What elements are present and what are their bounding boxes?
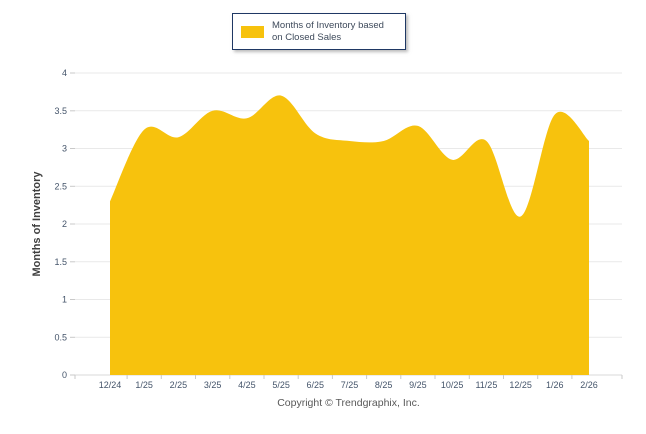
copyright-text: Copyright © Trendgraphix, Inc. bbox=[277, 397, 420, 409]
x-tick-label: 5/25 bbox=[272, 380, 290, 390]
y-tick-label: 1 bbox=[62, 295, 67, 305]
y-tick-label: 3.5 bbox=[54, 106, 67, 116]
y-tick-label: 1.5 bbox=[54, 257, 67, 267]
x-tick-label: 7/25 bbox=[341, 380, 359, 390]
y-tick-label: 4 bbox=[62, 68, 67, 78]
legend-label: Months of Inventory based on Closed Sale… bbox=[272, 20, 384, 43]
y-tick-label: 3 bbox=[62, 144, 67, 154]
x-tick-label: 12/25 bbox=[509, 380, 532, 390]
x-tick-label: 9/25 bbox=[409, 380, 427, 390]
x-tick-label: 1/25 bbox=[135, 380, 153, 390]
x-tick-label: 3/25 bbox=[204, 380, 222, 390]
legend: Months of Inventory based on Closed Sale… bbox=[232, 13, 406, 50]
y-tick-label: 2 bbox=[62, 219, 67, 229]
x-tick-label: 2/25 bbox=[170, 380, 188, 390]
x-tick-label: 6/25 bbox=[307, 380, 325, 390]
x-tick-label: 4/25 bbox=[238, 380, 256, 390]
x-tick-label: 2/26 bbox=[580, 380, 598, 390]
inventory-area-series bbox=[110, 95, 589, 376]
y-tick-label: 0.5 bbox=[54, 332, 67, 342]
x-tick-label: 10/25 bbox=[441, 380, 464, 390]
legend-swatch bbox=[241, 25, 264, 38]
x-tick-label: 8/25 bbox=[375, 380, 393, 390]
y-tick-label: 2.5 bbox=[54, 181, 67, 191]
y-tick-label: 0 bbox=[62, 370, 67, 380]
x-tick-label: 11/25 bbox=[475, 380, 497, 390]
x-tick-label: 1/26 bbox=[546, 380, 564, 390]
x-tick-label: 12/24 bbox=[99, 380, 122, 390]
